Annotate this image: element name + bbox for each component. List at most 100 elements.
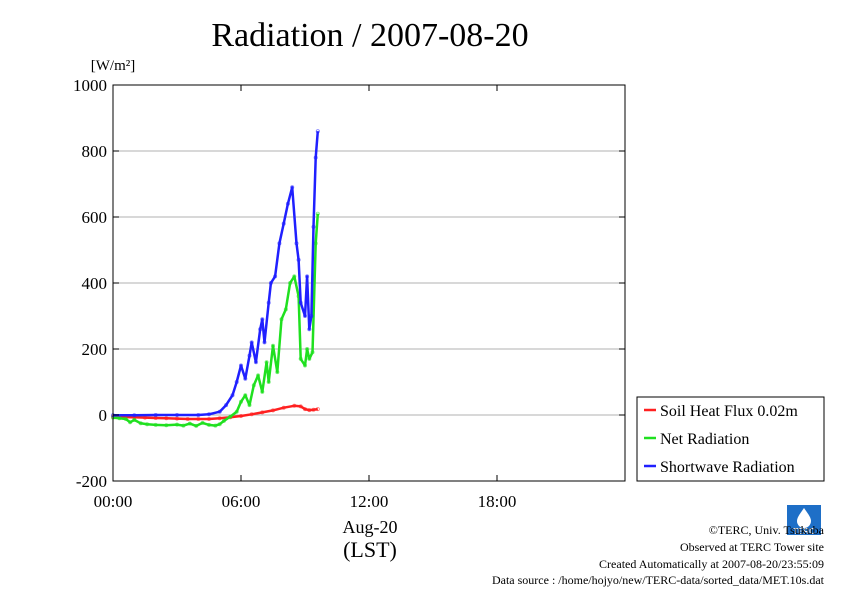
data-point: [315, 211, 320, 216]
logo-text: TERC: [793, 527, 815, 536]
data-point: [302, 363, 307, 368]
data-point: [307, 408, 312, 413]
data-point: [315, 407, 320, 412]
data-point: [292, 274, 297, 279]
data-point: [292, 403, 297, 408]
x-axis-sublabel: (LST): [343, 537, 397, 562]
data-point: [310, 350, 315, 355]
data-point: [132, 413, 137, 418]
data-point: [234, 409, 239, 414]
y-tick-label: 200: [82, 340, 108, 359]
data-point: [285, 201, 290, 206]
footer-copyright: ©TERC, Univ. Tsukuba: [708, 523, 824, 537]
data-point: [194, 423, 199, 428]
data-point: [187, 421, 192, 426]
data-point: [174, 422, 179, 427]
data-point: [302, 407, 307, 412]
footer-created: Created Automatically at 2007-08-20/23:5…: [599, 557, 824, 571]
data-point: [243, 376, 248, 381]
x-tick-label: 06:00: [222, 492, 261, 511]
data-point: [260, 317, 265, 322]
legend-label: Shortwave Radiation: [660, 459, 795, 476]
data-point: [206, 422, 211, 427]
y-tick-label: 400: [82, 274, 108, 293]
data-point: [298, 356, 303, 361]
data-point: [213, 423, 218, 428]
legend: Soil Heat Flux 0.02m Net Radiation Short…: [636, 396, 825, 482]
data-point: [305, 346, 310, 351]
footer-observed: Observed at TERC Tower site: [679, 540, 824, 554]
data-point: [313, 155, 318, 160]
data-point: [273, 274, 278, 279]
x-tick-label: 18:00: [478, 492, 517, 511]
data-point: [132, 417, 137, 422]
net-radiation-line: [112, 213, 320, 428]
data-point: [315, 129, 320, 134]
y-axis-unit: [W/m²]: [91, 58, 135, 74]
data-point: [217, 422, 222, 427]
data-point: [277, 241, 282, 246]
data-point: [307, 327, 312, 332]
data-point: [247, 353, 252, 358]
gridlines: [113, 150, 625, 416]
data-point: [228, 414, 233, 419]
footer-source: Data source : /home/hojyo/new/TERC-data/…: [491, 573, 824, 587]
legend-label: Soil Heat Flux 0.02m: [660, 403, 798, 420]
legend-item-soil-heat-flux: Soil Heat Flux 0.02m: [644, 403, 798, 420]
legend-item-net-radiation: Net Radiation: [644, 431, 749, 448]
data-point: [247, 403, 252, 408]
data-point: [145, 422, 150, 427]
data-point: [260, 410, 265, 415]
data-point: [164, 416, 169, 421]
x-tick-label: 12:00: [350, 492, 389, 511]
data-point: [270, 343, 275, 348]
data-point: [221, 418, 226, 423]
data-point: [196, 416, 201, 421]
y-tick-label: 800: [82, 142, 108, 161]
data-point: [281, 405, 286, 410]
x-tick-label: 00:00: [94, 492, 133, 511]
data-point: [238, 399, 243, 404]
data-point: [230, 393, 235, 398]
data-point: [281, 221, 286, 226]
data-point: [302, 313, 307, 318]
data-point: [294, 241, 299, 246]
axis-ticks: -200 0 200 400 600 800 1000 00:00 06:00 12:00 18:0…: [73, 76, 625, 511]
data-point: [305, 274, 310, 279]
y-tick-label: 600: [82, 208, 108, 227]
y-tick-label: -200: [76, 472, 107, 491]
data-point: [268, 280, 273, 285]
y-tick-label: 0: [99, 406, 108, 425]
data-point: [153, 422, 158, 427]
data-point: [217, 416, 222, 421]
data-point: [266, 300, 271, 305]
data-point: [251, 383, 256, 388]
data-point: [117, 416, 122, 421]
data-point: [298, 300, 303, 305]
data-point: [283, 307, 288, 312]
data-point: [153, 412, 158, 417]
data-point: [288, 280, 293, 285]
data-point: [224, 403, 229, 408]
data-point: [138, 421, 143, 426]
data-point: [253, 360, 258, 365]
data-point: [279, 317, 284, 322]
data-point: [206, 412, 211, 417]
shortwave-radiation-line-group: [111, 129, 320, 418]
data-point: [258, 327, 263, 332]
data-point: [311, 407, 316, 412]
terc-drop-logo-icon: TERC: [784, 503, 824, 539]
data-point: [309, 313, 314, 318]
legend-label: Net Radiation: [660, 431, 749, 448]
data-point: [181, 423, 186, 428]
data-point: [290, 185, 295, 190]
chart-title: Radiation / 2007-08-20: [211, 17, 528, 54]
data-point: [123, 416, 128, 421]
data-point: [307, 356, 312, 361]
data-point: [296, 257, 301, 262]
data-point: [243, 393, 248, 398]
y-tick-label: 1000: [73, 76, 107, 95]
data-point: [128, 420, 133, 425]
data-point: [266, 379, 271, 384]
